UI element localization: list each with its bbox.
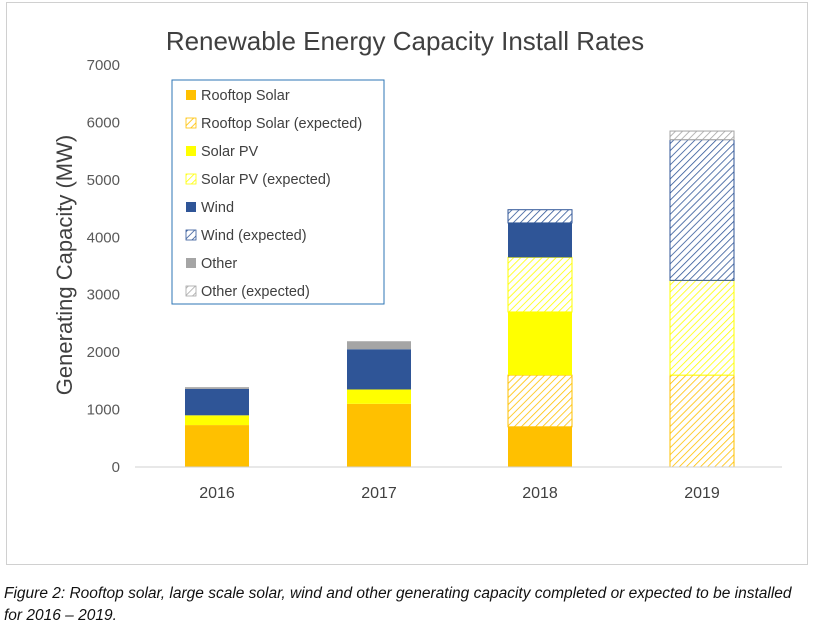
- legend-box: [171, 79, 385, 305]
- legend-swatch-other-expected: [185, 285, 197, 297]
- legend-label-other-expected: Other (expected): [201, 284, 310, 300]
- legend-label-wind-expected: Wind (expected): [201, 228, 307, 244]
- bar-wind-2016: [185, 388, 249, 416]
- figure-caption: Figure 2: Rooftop solar, large scale sol…: [4, 585, 792, 624]
- legend-swatch-wind: [186, 202, 196, 212]
- x-tick-label: 2018: [522, 485, 558, 502]
- bar-rooftop-solar-2018: [508, 426, 572, 467]
- y-tick-label: 0: [112, 459, 120, 476]
- legend-label-other: Other: [201, 256, 237, 272]
- bar-rooftop-solar-2016: [185, 425, 249, 467]
- bar-solar-pv-2017: [347, 389, 411, 404]
- bar-other-2017: [347, 341, 411, 350]
- bar-rooftop-solar-2017: [347, 403, 411, 467]
- y-tick-label: 7000: [87, 57, 120, 74]
- legend-swatch-rooftop-solar: [186, 90, 196, 100]
- stacked-bar-chart: Renewable Energy Capacity Install Rates …: [52, 26, 782, 502]
- y-axis-ticks: 0 1000 2000 3000 4000 5000 6000 7000: [87, 57, 120, 476]
- bar-other-2016: [185, 387, 249, 389]
- x-axis-ticks: 2016 2017 2018 2019: [199, 485, 720, 502]
- chart-frame: [6, 2, 808, 565]
- x-tick-label: 2019: [684, 485, 720, 502]
- legend-swatch-solar-pv: [186, 146, 196, 156]
- legend-swatch-wind-expected: [185, 229, 197, 241]
- bar-rooftop-solar-expected-2018: [507, 374, 573, 428]
- y-tick-label: 2000: [87, 344, 120, 361]
- bar-solar-pv-2016: [185, 415, 249, 426]
- legend-label-wind: Wind: [201, 200, 234, 216]
- legend-label-rooftop-solar: Rooftop Solar: [201, 88, 290, 104]
- bars: [185, 130, 735, 468]
- x-tick-label: 2016: [199, 485, 235, 502]
- y-tick-label: 4000: [87, 229, 120, 246]
- legend-swatch-solar-pv-expected: [185, 173, 197, 185]
- bar-other-expected-2019: [669, 130, 735, 141]
- legend-label-solar-pv: Solar PV: [201, 144, 259, 160]
- y-tick-label: 1000: [87, 402, 120, 419]
- legend-label-rooftop-solar-expected: Rooftop Solar (expected): [201, 116, 362, 132]
- bar-wind-expected-2018: [507, 209, 573, 224]
- chart-title: Renewable Energy Capacity Install Rates: [166, 26, 644, 56]
- y-tick-label: 6000: [87, 114, 120, 131]
- y-tick-label: 5000: [87, 172, 120, 189]
- legend-label-solar-pv-expected: Solar PV (expected): [201, 172, 331, 188]
- bar-solar-pv-expected-2019: [669, 279, 735, 376]
- x-tick-label: 2017: [361, 485, 397, 502]
- y-axis-label: Generating Capacity (MW): [52, 135, 77, 395]
- legend: Rooftop Solar Rooftop Solar (expected) Sol…: [171, 79, 385, 305]
- bar-wind-2018: [508, 222, 572, 258]
- bar-solar-pv-expected-2018: [507, 256, 573, 313]
- legend-swatch-rooftop-solar-expected: [185, 117, 197, 129]
- bar-wind-expected-2019: [669, 139, 735, 281]
- bar-solar-pv-2018: [508, 311, 572, 376]
- y-tick-label: 3000: [87, 287, 120, 304]
- legend-swatch-other: [186, 258, 196, 268]
- bar-wind-2017: [347, 349, 411, 390]
- bar-rooftop-solar-expected-2019: [669, 374, 735, 468]
